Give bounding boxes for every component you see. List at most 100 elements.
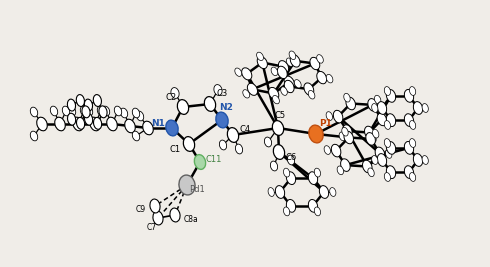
Ellipse shape (170, 208, 180, 222)
Ellipse shape (90, 117, 100, 131)
Ellipse shape (114, 106, 122, 116)
Ellipse shape (286, 58, 293, 66)
Ellipse shape (372, 129, 379, 138)
Ellipse shape (331, 144, 341, 157)
Ellipse shape (73, 117, 83, 131)
Ellipse shape (326, 74, 333, 83)
Ellipse shape (372, 104, 378, 112)
Text: C7: C7 (147, 223, 157, 233)
Ellipse shape (107, 117, 117, 131)
Ellipse shape (68, 113, 75, 125)
Ellipse shape (50, 106, 58, 116)
Ellipse shape (132, 108, 140, 118)
Ellipse shape (166, 120, 178, 136)
Ellipse shape (308, 199, 318, 212)
Ellipse shape (136, 111, 144, 121)
Ellipse shape (304, 83, 314, 95)
Ellipse shape (220, 140, 226, 150)
Ellipse shape (386, 150, 392, 158)
Ellipse shape (368, 99, 377, 111)
Text: C1: C1 (170, 144, 180, 154)
Ellipse shape (310, 57, 320, 70)
Ellipse shape (183, 137, 195, 151)
Ellipse shape (284, 168, 290, 177)
Ellipse shape (68, 106, 76, 116)
Text: C9: C9 (136, 205, 146, 214)
Ellipse shape (289, 51, 296, 60)
Ellipse shape (30, 107, 38, 117)
Ellipse shape (257, 57, 268, 69)
Ellipse shape (68, 99, 75, 111)
Ellipse shape (384, 139, 391, 147)
Ellipse shape (341, 159, 350, 171)
Ellipse shape (317, 71, 327, 84)
Ellipse shape (37, 117, 47, 131)
Ellipse shape (386, 166, 395, 179)
Ellipse shape (404, 114, 414, 127)
Ellipse shape (410, 87, 416, 95)
Ellipse shape (272, 96, 279, 104)
Ellipse shape (384, 87, 391, 95)
Ellipse shape (82, 106, 90, 118)
Text: C8a: C8a (184, 215, 198, 225)
Ellipse shape (344, 131, 353, 144)
Ellipse shape (339, 132, 345, 141)
Ellipse shape (410, 121, 416, 129)
Ellipse shape (414, 154, 423, 166)
Ellipse shape (102, 106, 110, 116)
Ellipse shape (269, 87, 279, 100)
Ellipse shape (76, 117, 85, 129)
Ellipse shape (171, 88, 179, 99)
Ellipse shape (294, 80, 301, 88)
Ellipse shape (410, 172, 416, 181)
Ellipse shape (98, 106, 105, 116)
Ellipse shape (150, 199, 160, 213)
Ellipse shape (120, 108, 128, 118)
Ellipse shape (265, 137, 271, 147)
Ellipse shape (287, 155, 294, 165)
Ellipse shape (386, 89, 395, 102)
Ellipse shape (284, 80, 294, 93)
Ellipse shape (414, 102, 423, 114)
Ellipse shape (99, 106, 107, 118)
Ellipse shape (214, 85, 222, 95)
Text: C6: C6 (285, 152, 296, 162)
Text: C11: C11 (206, 155, 222, 163)
Ellipse shape (143, 121, 153, 135)
Ellipse shape (290, 55, 300, 67)
Ellipse shape (273, 145, 285, 159)
Ellipse shape (309, 125, 323, 143)
Ellipse shape (93, 95, 101, 107)
Ellipse shape (271, 67, 278, 76)
Ellipse shape (125, 119, 135, 133)
Ellipse shape (314, 207, 320, 216)
Ellipse shape (324, 146, 331, 154)
Ellipse shape (247, 83, 258, 95)
Ellipse shape (404, 142, 414, 154)
Ellipse shape (286, 172, 295, 184)
Ellipse shape (243, 90, 250, 98)
Ellipse shape (277, 66, 287, 78)
Ellipse shape (204, 97, 216, 111)
Ellipse shape (270, 161, 278, 171)
Ellipse shape (319, 186, 329, 198)
Ellipse shape (404, 89, 414, 102)
Ellipse shape (333, 110, 343, 123)
Ellipse shape (363, 160, 372, 173)
Ellipse shape (337, 166, 343, 175)
Text: C4: C4 (240, 125, 250, 135)
Ellipse shape (257, 52, 264, 61)
Ellipse shape (284, 76, 294, 88)
Ellipse shape (177, 100, 189, 114)
Text: N2: N2 (219, 104, 233, 112)
Ellipse shape (216, 112, 228, 128)
Ellipse shape (375, 147, 385, 160)
Ellipse shape (326, 112, 333, 120)
Ellipse shape (284, 207, 290, 216)
Text: C5: C5 (274, 112, 286, 120)
Text: C2: C2 (166, 92, 176, 101)
Ellipse shape (76, 95, 84, 107)
Ellipse shape (314, 168, 320, 177)
Ellipse shape (342, 127, 348, 136)
Ellipse shape (286, 199, 295, 212)
